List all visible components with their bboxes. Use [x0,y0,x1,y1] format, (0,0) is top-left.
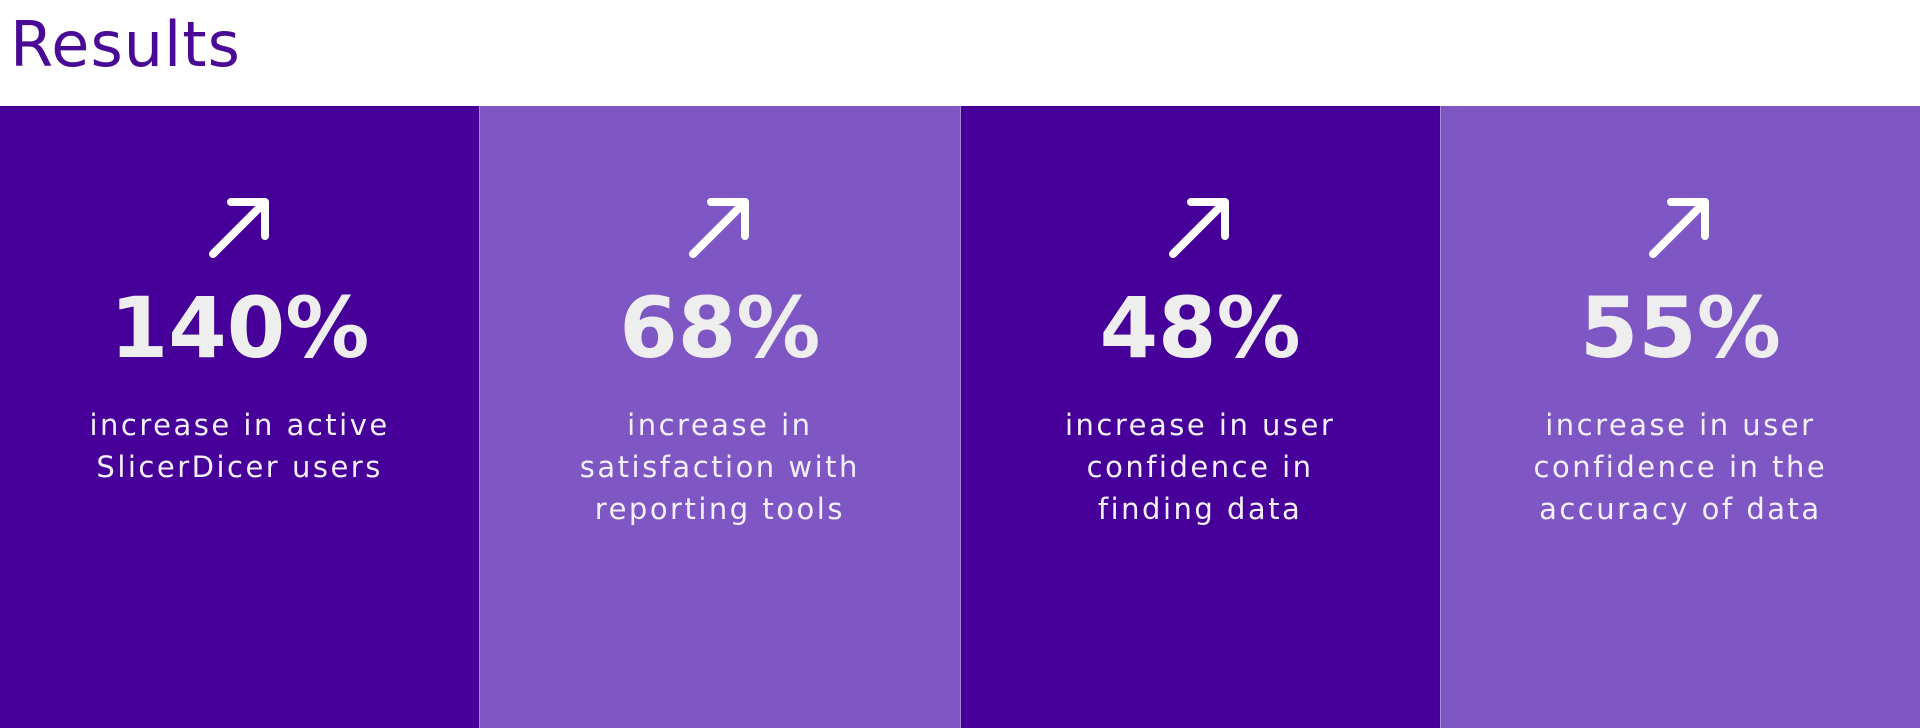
result-card: 68% increase in satisfaction with reporting… [479,106,960,728]
arrow-icon [208,198,269,258]
description-line: increase in active [89,408,390,442]
arrow-icon [1169,198,1230,258]
description-line: satisfaction with [579,450,860,484]
description-line: increase in user [1545,408,1816,442]
description-line: confidence in [1086,450,1314,484]
arrow-icon [1649,198,1710,258]
stat-value: 140% [109,279,370,377]
stat-description: increase in active SlicerDicer users [89,404,389,488]
arrow-icon [688,198,749,258]
description-line: SlicerDicer users [96,450,383,484]
description-line: confidence in the [1533,450,1828,484]
stat-value: 48% [1099,279,1301,377]
stat-value: 68% [619,279,821,377]
description-line: increase in user [1064,408,1336,442]
stat-description: increase in user confidence in the accurac… [1534,404,1828,530]
result-card: 48% increase in user confidence in finding … [959,106,1440,728]
header: Results [0,0,1920,106]
page-title: Results [10,8,241,81]
description-line: finding data [1097,492,1303,526]
stat-description: increase in user confidence in finding dat… [1065,404,1335,530]
description-line: increase in [627,408,813,442]
description-line: accuracy of data [1539,492,1822,526]
description-line: reporting tools [594,492,845,526]
stat-description: increase in satisfaction with reporting to… [580,404,860,530]
result-card: 140% increase in active SlicerDicer users [0,106,480,728]
result-card: 55% increase in user confidence in the accu… [1439,106,1920,728]
results-row: 140% increase in active SlicerDicer users 6… [0,106,1920,728]
stat-value: 55% [1579,279,1781,377]
